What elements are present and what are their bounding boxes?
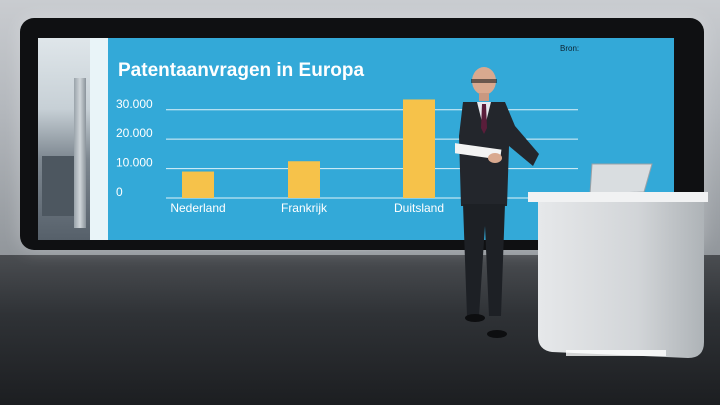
x-tick-label: Frankrijk	[281, 201, 328, 215]
bar-duitsland	[403, 99, 435, 198]
bar-chart: 0 10.000 20.000 30.000 Nederland Frankrijk Dui…	[116, 97, 578, 215]
bar-frankrijk	[288, 161, 320, 198]
photo-building	[42, 156, 76, 216]
y-tick-label: 0	[116, 185, 123, 199]
x-tick-label: Duitsland	[394, 201, 444, 215]
photo-tower	[74, 78, 86, 228]
source-label: Bron:	[560, 44, 580, 53]
background-photo	[38, 38, 90, 240]
y-tick-label: 30.000	[116, 97, 153, 111]
y-tick-label: 10.000	[116, 156, 153, 170]
y-tick-label: 20.000	[116, 126, 153, 140]
bar-nederland	[182, 171, 214, 198]
screen-divider	[90, 38, 108, 240]
news-presenter	[455, 67, 539, 338]
anchor-desk	[528, 192, 708, 358]
x-tick-label: Nederland	[170, 201, 225, 215]
chart-title: Patentaanvragen in Europa	[118, 60, 365, 81]
